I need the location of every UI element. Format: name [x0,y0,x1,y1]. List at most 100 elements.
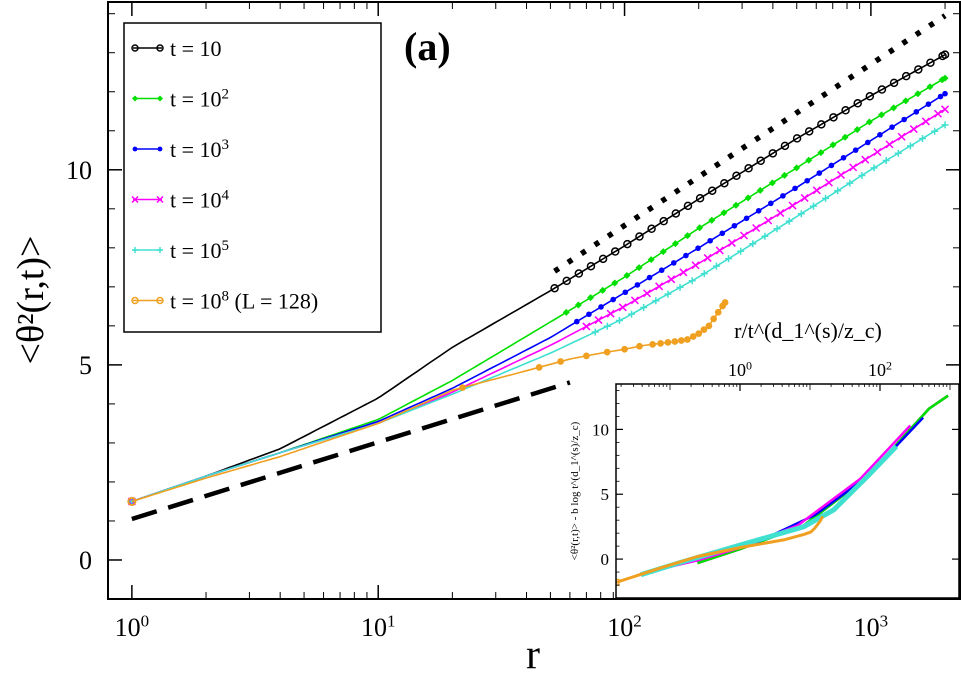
data-point [157,247,163,253]
data-point [793,164,801,172]
data-point [684,336,691,343]
data-point [913,109,920,115]
data-point [635,264,643,272]
data-point [598,304,604,310]
data-point [708,216,716,224]
data-point [890,104,898,112]
data-point [667,275,676,284]
data-point [587,294,595,302]
data-point [689,333,697,340]
inset-y-tick-label: 0 [601,550,610,569]
data-point [941,105,950,114]
data-point [664,339,672,346]
data-point [773,225,781,233]
data-point [906,142,914,150]
data-point [768,179,776,187]
data-point [679,268,688,277]
data-point [933,109,943,118]
series-line [131,54,946,503]
data-point [767,200,774,207]
data-point [156,296,164,305]
series-6 [127,299,729,507]
data-point [941,121,949,129]
main-series-layer [127,50,950,507]
data-point [864,139,871,146]
data-point [737,247,745,255]
data-point [816,170,823,176]
data-point [157,146,163,152]
data-point [695,193,705,203]
data-point [925,101,932,107]
data-point [659,248,667,256]
dashed-reference-line [131,380,571,522]
data-point [804,127,814,136]
data-point [127,496,137,507]
data-point [557,358,564,365]
data-point [615,316,623,324]
data-point [671,240,679,248]
legend-label: t = 10 [170,36,222,61]
data-point [756,186,764,194]
legend-item: t = 104 [131,187,230,213]
data-point [889,78,899,88]
data-point [582,322,591,331]
data-point [550,283,559,293]
data-point [574,269,584,278]
data-point [780,141,790,151]
data-point [732,201,740,209]
data-point [812,186,821,195]
data-point [676,283,684,291]
data-point [647,256,655,264]
data-point [459,384,466,391]
data-point [897,132,906,141]
data-point [727,238,736,247]
data-point [131,296,139,305]
data-point [610,296,616,303]
data-point [853,126,861,134]
data-point [756,156,765,166]
data-point [894,149,902,157]
data-point [822,194,830,202]
y-tick-label: 5 [79,351,92,380]
legend-label: t = 102 [170,86,229,111]
legend-label: t = 103 [170,137,229,162]
data-point [725,255,733,263]
legend-item: t = 108 (L = 128) [131,288,318,314]
data-point [744,164,753,173]
data-point [781,171,789,179]
data-point [647,224,656,234]
data-point [914,90,922,98]
data-point [878,111,886,119]
data-point [889,124,895,130]
legend-item: t = 103 [132,137,229,162]
inset-x-axis-label: r/t^(d_1^(s)/z_c) [734,318,882,343]
data-point [744,194,752,202]
data-point [739,231,749,240]
reference-lines [131,13,947,522]
data-point [677,337,685,344]
data-point [671,338,679,345]
data-point [562,276,571,286]
data-point [715,246,724,255]
data-point [841,133,849,141]
data-point [817,120,826,129]
data-point [755,208,762,214]
data-point [902,97,910,105]
data-point [622,289,629,296]
data-point [610,247,620,256]
data-point [659,216,668,226]
data-point [598,254,608,264]
data-point [714,308,722,316]
data-point [574,318,580,325]
data-point [652,297,660,305]
data-point [131,195,139,204]
data-point [721,299,729,306]
data-point [591,328,599,336]
data-point [919,135,927,143]
data-point [606,309,615,318]
legend-label: t = 108 (L = 128) [170,288,318,313]
data-point [157,95,163,102]
data-point [853,99,862,108]
data-point [764,216,773,225]
x-tick-label: 103 [854,612,889,642]
